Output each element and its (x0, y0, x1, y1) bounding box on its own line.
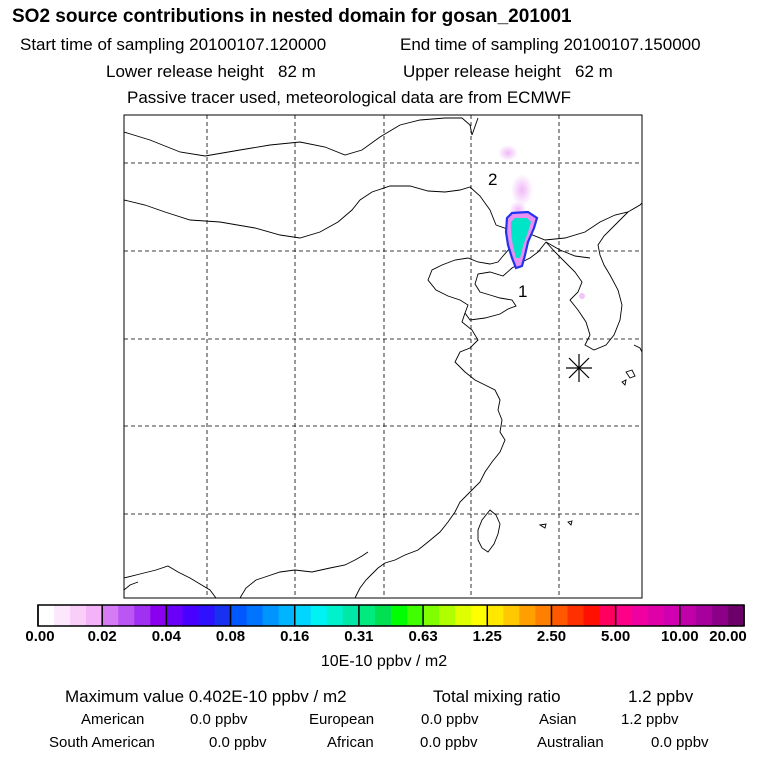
coastlines (124, 117, 642, 598)
colorbar-tick-label: 0.63 (408, 628, 438, 645)
colorbar-cell (631, 605, 649, 626)
colorbar-cell (358, 605, 376, 626)
colorbar-cell (86, 605, 103, 626)
receptor-asterisk-icon (566, 354, 592, 382)
colorbar-cell (214, 605, 232, 626)
european-value: 0.0 ppbv (421, 711, 479, 728)
african-label: African (327, 734, 374, 751)
african-value: 0.0 ppbv (420, 734, 478, 751)
colorbar (38, 605, 745, 626)
american-value: 0.0 ppbv (190, 711, 248, 728)
colorbar-cell (294, 605, 312, 626)
colorbar-cell (262, 605, 280, 626)
colorbar-cell (455, 605, 472, 626)
colorbar-cell (374, 605, 392, 626)
american-label: American (81, 711, 145, 728)
colorbar-cell (246, 605, 264, 626)
colorbar-cell (407, 605, 424, 626)
colorbar-cell (134, 605, 151, 626)
colorbar-cell (38, 605, 55, 626)
colorbar-tick-label: 0.00 (25, 628, 55, 645)
colorbar-cell (567, 605, 585, 626)
colorbar-cell (551, 605, 569, 626)
map-title: SO2 source contributions in nested domai… (12, 6, 572, 27)
colorbar-cell (679, 605, 697, 626)
asian-value: 1.2 ppbv (621, 711, 679, 728)
colorbar-cell (198, 605, 216, 626)
colorbar-cell (599, 605, 617, 626)
maximum-value: Maximum value 0.402E-10 ppbv / m2 (65, 687, 347, 706)
colorbar-tick-label: 0.02 (87, 628, 117, 645)
colorbar-tick-label: 0.08 (215, 628, 246, 645)
colorbar-tick-label: 1.25 (472, 628, 502, 645)
colorbar-cell (391, 605, 408, 626)
colorbar-unit: 10E-10 ppbv / m2 (320, 653, 448, 670)
colorbar-cell (711, 605, 729, 626)
colorbar-tick-label: 0.31 (344, 628, 374, 645)
total-mixing-ratio-label: Total mixing ratio (433, 687, 561, 706)
colorbar-cell (166, 605, 184, 626)
colorbar-cell (615, 605, 633, 626)
lower-release-height-label: Lower release height 82 m (106, 62, 316, 81)
colorbar-cell (663, 605, 681, 626)
colorbar-cell (310, 605, 328, 626)
colorbar-cell (423, 605, 440, 626)
colorbar-cell (342, 605, 360, 626)
colorbar-cell (471, 605, 488, 626)
tracer-note: Passive tracer used, meteorological data… (127, 88, 572, 107)
colorbar-cell (54, 605, 71, 626)
colorbar-cell (278, 605, 296, 626)
colorbar-cell (230, 605, 248, 626)
colorbar-cell (487, 605, 504, 626)
colorbar-tick-label: 0.16 (280, 628, 310, 645)
plume (498, 145, 585, 299)
colorbar-tick-label: 2.50 (536, 628, 567, 645)
colorbar-cell (727, 605, 745, 626)
colorbar-cell (118, 605, 135, 626)
colorbar-cell (439, 605, 456, 626)
colorbar-tick-label: 10.00 (661, 628, 699, 645)
australian-label: Australian (537, 734, 604, 751)
colorbar-cell (695, 605, 713, 626)
colorbar-cell (182, 605, 200, 626)
upper-release-height-label: Upper release height 62 m (403, 62, 613, 81)
colorbar-cell (535, 605, 553, 626)
source-marker-2: 2 (488, 170, 498, 189)
map-frame (123, 114, 643, 599)
south-american-value: 0.0 ppbv (209, 734, 267, 751)
colorbar-tick-label: 20.00 (709, 628, 747, 645)
start-time-label: Start time of sampling 20100107.120000 (20, 35, 327, 54)
colorbar-cell (150, 605, 167, 626)
colorbar-cell (519, 605, 537, 626)
south-american-label: South American (49, 734, 155, 751)
colorbar-cell (647, 605, 665, 626)
colorbar-cell (102, 605, 119, 626)
end-time-label: End time of sampling 20100107.150000 (400, 35, 701, 54)
graticule (124, 115, 642, 598)
asian-label: Asian (539, 711, 577, 728)
australian-value: 0.0 ppbv (651, 734, 709, 751)
source-marker-1: 1 (518, 282, 528, 301)
colorbar-cell (70, 605, 87, 626)
colorbar-cell (326, 605, 344, 626)
colorbar-cell (583, 605, 601, 626)
colorbar-cell (503, 605, 520, 626)
colorbar-tick-label: 5.00 (601, 628, 631, 645)
colorbar-tick-label: 0.04 (151, 628, 181, 645)
total-mixing-ratio-value: 1.2 ppbv (628, 687, 694, 706)
european-label: European (309, 711, 375, 728)
